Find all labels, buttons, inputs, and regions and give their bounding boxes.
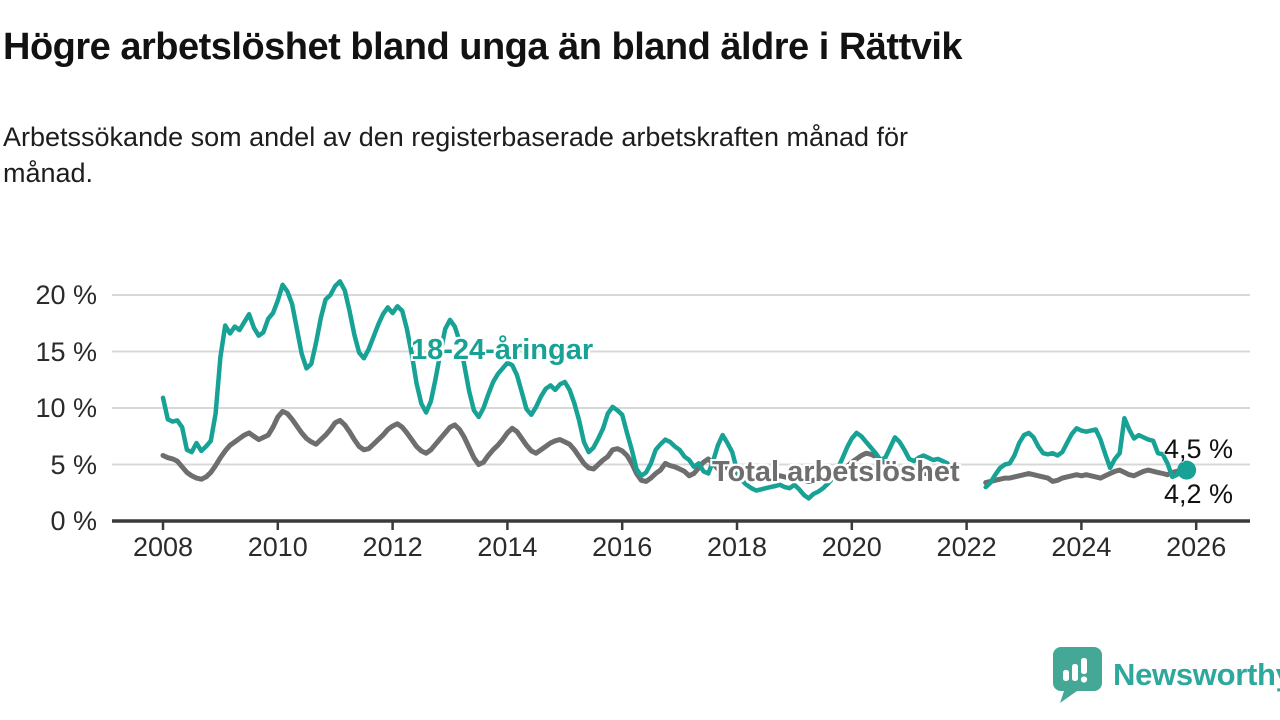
newsworthy-logo[interactable]: Newsworthy bbox=[1053, 646, 1280, 704]
page-title: Högre arbetslöshet bland unga än bland ä… bbox=[3, 26, 963, 68]
x-axis-label-2024: 2024 bbox=[1051, 532, 1112, 562]
series-label-total: Total arbetslöshet bbox=[712, 456, 960, 488]
newsworthy-logo-text: Newsworthy bbox=[1113, 657, 1280, 692]
x-axis-label-2018: 2018 bbox=[706, 532, 768, 562]
y-axis-label-5: 5 % bbox=[50, 449, 97, 480]
series-line-18-24-åringar bbox=[160, 279, 1189, 501]
x-axis-label-2012: 2012 bbox=[362, 532, 423, 562]
end-dot-18-24-åringar bbox=[1177, 460, 1197, 480]
x-axis-label-2026: 2026 bbox=[1166, 532, 1227, 562]
end-value-label-18-24: 4,5 % bbox=[1164, 434, 1234, 464]
x-axis-label-2022: 2022 bbox=[936, 532, 997, 562]
y-axis-label-20: 20 % bbox=[35, 280, 97, 310]
x-axis-label-2020: 2020 bbox=[821, 532, 882, 562]
chart-subtitle: Arbetssökande som andel av den registerb… bbox=[3, 122, 909, 188]
x-axis-label-2014: 2014 bbox=[477, 532, 538, 562]
bar-chart-speech-bubble-icon bbox=[1053, 647, 1102, 703]
y-axis-label-15: 15 % bbox=[35, 336, 97, 367]
y-axis-label-10: 10 % bbox=[35, 393, 97, 423]
x-axis-label-2016: 2016 bbox=[592, 532, 653, 562]
y-axis-label-0: 0 % bbox=[50, 506, 97, 536]
series-line-Total arbetslöshet bbox=[160, 408, 1190, 486]
series-label-18-24: 18-24-åringar bbox=[411, 334, 594, 366]
x-axis-label-2008: 2008 bbox=[132, 532, 194, 562]
x-axis-label-2010: 2010 bbox=[247, 532, 308, 562]
end-value-label-total: 4,2 % bbox=[1164, 479, 1234, 509]
